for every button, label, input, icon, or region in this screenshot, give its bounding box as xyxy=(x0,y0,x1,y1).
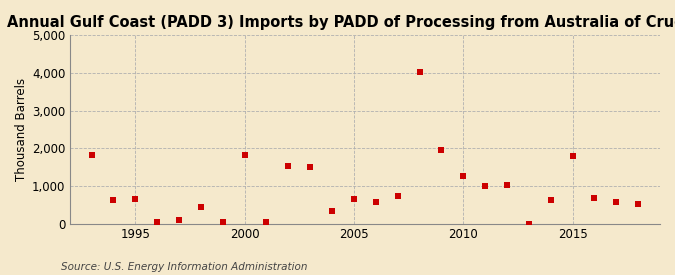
Point xyxy=(239,153,250,157)
Point xyxy=(152,219,163,224)
Point xyxy=(545,198,556,202)
Point xyxy=(567,154,578,158)
Point xyxy=(327,208,338,213)
Point xyxy=(611,200,622,204)
Point xyxy=(502,183,512,187)
Point xyxy=(196,205,207,210)
Title: Annual Gulf Coast (PADD 3) Imports by PADD of Processing from Australia of Crude: Annual Gulf Coast (PADD 3) Imports by PA… xyxy=(7,15,675,30)
Point xyxy=(589,196,600,200)
Point xyxy=(305,164,316,169)
Y-axis label: Thousand Barrels: Thousand Barrels xyxy=(15,78,28,181)
Point xyxy=(458,174,468,178)
Point xyxy=(130,197,140,201)
Point xyxy=(283,164,294,169)
Point xyxy=(86,153,97,157)
Point xyxy=(371,200,381,205)
Point xyxy=(436,148,447,152)
Point xyxy=(173,218,184,222)
Point xyxy=(108,198,119,202)
Point xyxy=(632,201,643,206)
Point xyxy=(480,184,491,188)
Point xyxy=(348,197,359,201)
Point xyxy=(523,221,534,226)
Point xyxy=(217,219,228,224)
Point xyxy=(261,219,272,224)
Point xyxy=(392,194,403,198)
Point xyxy=(414,70,425,74)
Text: Source: U.S. Energy Information Administration: Source: U.S. Energy Information Administ… xyxy=(61,262,307,272)
